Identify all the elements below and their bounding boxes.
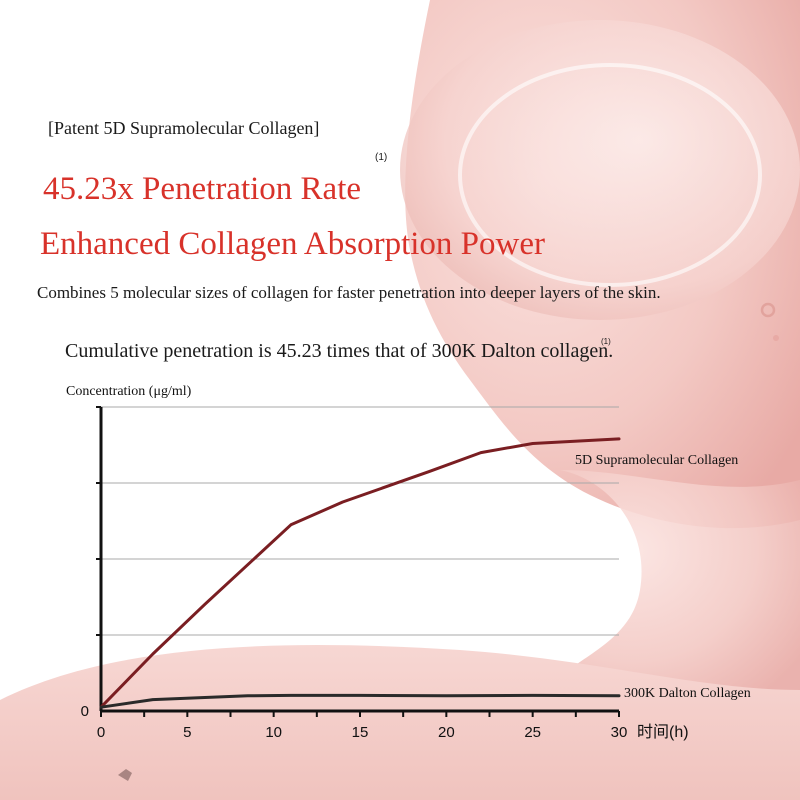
cumulative-footnote-mark: (1) [601, 337, 611, 346]
headline-absorption-power: Enhanced Collagen Absorption Power [40, 226, 545, 262]
footnote-mark: (1) [375, 152, 388, 163]
x-tick-label: 25 [524, 724, 541, 741]
x-axis-title: 时间(h) [637, 723, 689, 741]
x-tick-label: 15 [352, 724, 369, 741]
axes [96, 406, 620, 717]
series-label-300k-dalton: 300K Dalton Collagen [624, 686, 751, 701]
x-tick-label: 10 [265, 724, 282, 741]
labels: 0 5 10 15 20 25 30 0 Concentration (μg/ml) 时间(h) 5… [66, 384, 751, 741]
x-tick-label: 5 [183, 724, 191, 741]
series-line-300k-dalton [99, 693, 621, 709]
y-axis-title: Concentration (μg/ml) [66, 384, 192, 399]
patent-label: [Patent 5D Supramolecular Collagen] [48, 118, 320, 138]
series-line-5d-supramolecular [99, 437, 621, 709]
x-tick-label: 20 [438, 724, 455, 741]
x-tick-label: 0 [97, 724, 105, 741]
description-text: Combines 5 molecular sizes of collagen f… [37, 283, 661, 302]
cumulative-note: Cumulative penetration is 45.23 times th… [65, 340, 614, 362]
series [99, 437, 621, 709]
series-label-5d-supramolecular: 5D Supramolecular Collagen [575, 453, 738, 468]
headline-penetration-rate: 45.23x Penetration Rate [43, 171, 362, 207]
y-tick-label: 0 [81, 703, 89, 720]
x-tick-label: 30 [611, 724, 628, 741]
gridlines [101, 406, 619, 636]
